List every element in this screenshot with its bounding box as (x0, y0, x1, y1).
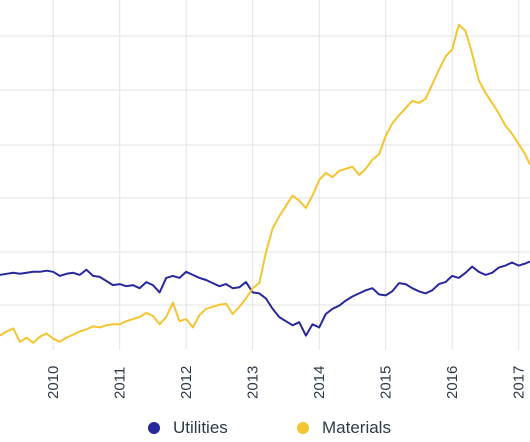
legend-item-utilities[interactable]: Utilities (148, 418, 228, 438)
x-tick-label: 2012 (178, 366, 195, 399)
legend-label-utilities: Utilities (173, 418, 228, 437)
legend-marker-utilities (148, 422, 160, 434)
series-line-materials[interactable] (0, 23, 530, 344)
legend-item-materials[interactable]: Materials (297, 418, 391, 438)
line-chart: 2010 2011 2012 2013 2014 2015 2016 2017 (0, 0, 530, 399)
chart-series (0, 23, 530, 344)
x-tick-label: 2010 (45, 366, 62, 399)
legend-label-materials: Materials (322, 418, 391, 437)
legend-marker-materials (297, 422, 309, 434)
x-tick-label: 2011 (112, 367, 129, 399)
x-tick-label: 2016 (444, 366, 461, 399)
series-line-utilities[interactable] (0, 260, 530, 337)
chart-legend: Utilities Materials (0, 412, 530, 442)
x-axis: 2010 2011 2012 2013 2014 2015 2016 2017 (45, 366, 528, 399)
chart-grid (0, 0, 530, 350)
x-tick-label: 2013 (245, 366, 262, 399)
x-tick-label: 2017 (511, 366, 528, 399)
x-tick-label: 2014 (311, 366, 328, 399)
x-tick-label: 2015 (378, 366, 395, 399)
